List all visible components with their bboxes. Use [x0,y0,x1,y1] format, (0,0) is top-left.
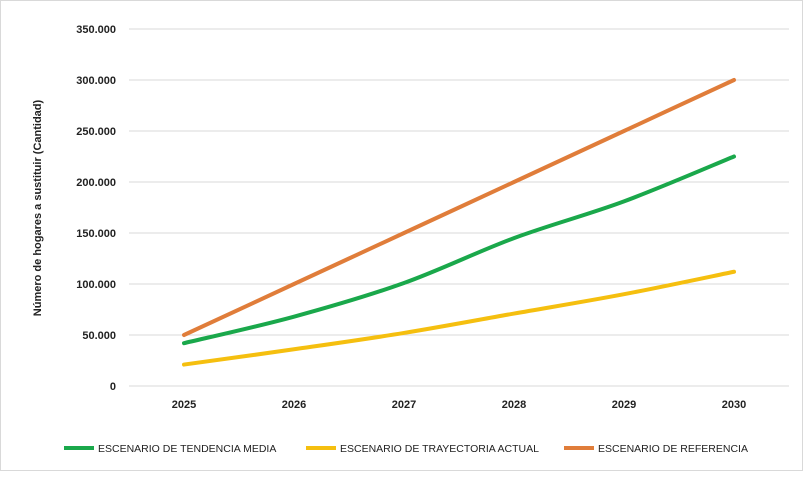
y-tick-label: 50.000 [82,330,116,342]
x-tick-label: 2025 [172,399,196,411]
legend-label: ESCENARIO DE REFERENCIA [598,443,748,455]
x-tick-label: 2030 [722,399,746,411]
y-tick-label: 0 [110,381,116,393]
y-tick-label: 250.000 [76,126,116,138]
series-line-1 [184,272,734,365]
y-tick-label: 300.000 [76,75,116,87]
x-tick-label: 2026 [282,399,306,411]
series-line-2 [184,80,734,335]
legend-label: ESCENARIO DE TRAYECTORIA ACTUAL [340,443,539,455]
legend-label: ESCENARIO DE TENDENCIA MEDIA [98,443,276,455]
y-axis-label: Número de hogares a sustituir (Cantidad) [32,99,44,316]
y-tick-label: 150.000 [76,228,116,240]
x-tick-label: 2029 [612,399,636,411]
series-line-0 [184,157,734,344]
x-tick-label: 2028 [502,399,526,411]
x-tick-label: 2027 [392,399,416,411]
y-tick-label: 100.000 [76,279,116,291]
y-tick-label: 350.000 [76,24,116,36]
y-tick-label: 200.000 [76,177,116,189]
